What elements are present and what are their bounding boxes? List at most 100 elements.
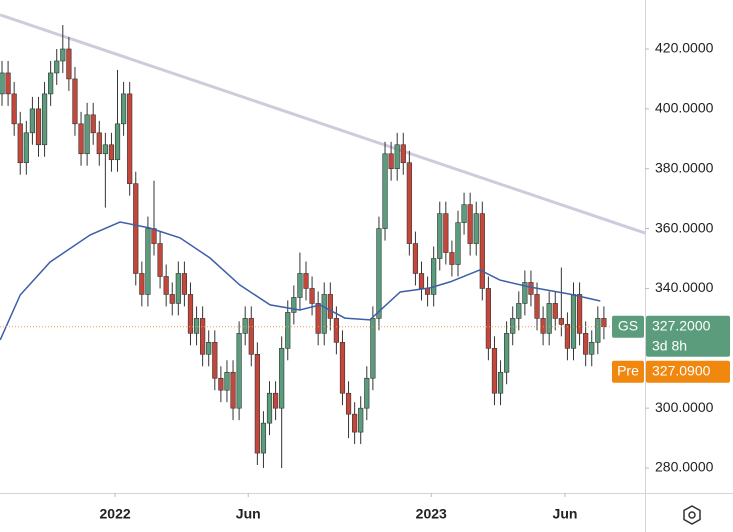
candle-body — [467, 204, 473, 244]
candle — [181, 261, 187, 307]
candle — [443, 201, 449, 265]
candle — [388, 141, 394, 181]
candle-body — [546, 303, 552, 334]
candle-body — [60, 48, 66, 62]
candle-body — [443, 213, 449, 253]
candle — [412, 231, 419, 286]
candle-body — [315, 303, 321, 334]
x-tick-label: Jun — [553, 506, 578, 522]
candle — [96, 120, 102, 166]
candle — [218, 366, 224, 403]
candle-body — [145, 228, 151, 295]
candle — [108, 132, 115, 172]
candle-body — [552, 303, 558, 319]
candle-body — [437, 213, 443, 259]
candle-body — [504, 333, 510, 373]
candle — [315, 291, 321, 346]
candle — [418, 261, 425, 301]
settings-button[interactable] — [683, 505, 701, 525]
candle — [266, 381, 273, 436]
candle — [41, 81, 48, 157]
candle — [576, 282, 583, 346]
pre-market-label: 327.0900 — [652, 362, 711, 378]
y-tick-label: 380.0000 — [655, 159, 714, 175]
candle — [345, 381, 352, 439]
candle — [321, 282, 327, 346]
candle — [564, 312, 571, 361]
candle-body — [248, 318, 254, 355]
candle-body — [139, 273, 145, 295]
candle — [72, 66, 78, 136]
candle — [133, 171, 139, 286]
candle — [583, 321, 589, 367]
candle-body — [72, 78, 78, 125]
pre-market-badge — [646, 360, 730, 383]
candle-body — [534, 294, 540, 319]
last-price-badge — [646, 315, 730, 357]
candle-body — [558, 318, 564, 325]
candle — [102, 132, 108, 208]
candle — [90, 102, 96, 145]
candle — [406, 150, 412, 256]
candle-body — [41, 93, 48, 146]
candle-body — [254, 353, 260, 454]
candle — [473, 201, 479, 256]
candle — [291, 285, 297, 325]
candle — [23, 120, 29, 175]
candle — [151, 180, 157, 256]
y-tick-label: 340.0000 — [655, 279, 714, 295]
candle — [297, 252, 303, 310]
candle — [510, 306, 516, 346]
candle — [303, 261, 309, 301]
candle — [358, 396, 364, 445]
candle — [382, 141, 388, 241]
candle — [254, 342, 260, 466]
candle — [260, 411, 267, 469]
candle-body — [376, 228, 382, 319]
candle — [242, 306, 248, 346]
candle-body — [540, 318, 546, 334]
candle — [601, 306, 607, 340]
candle-body — [327, 294, 333, 319]
candle — [437, 201, 443, 271]
candle — [540, 306, 546, 346]
candle-body — [151, 228, 157, 244]
candle-body — [133, 183, 139, 274]
settings-icon[interactable] — [683, 505, 701, 525]
x-tick-label: 2023 — [416, 506, 447, 522]
candle-body — [90, 114, 96, 134]
candle-body — [17, 123, 23, 164]
last-price-label: 327.2000 — [652, 317, 711, 333]
candle — [279, 336, 285, 469]
candle — [248, 306, 254, 367]
candle — [60, 25, 66, 73]
x-tick-label: Jun — [236, 506, 261, 522]
candle — [54, 48, 60, 85]
settings-icon-center[interactable] — [688, 511, 696, 519]
candle-body — [345, 392, 352, 415]
candle — [516, 291, 522, 331]
candle-body — [400, 144, 406, 164]
candle-body — [589, 342, 595, 355]
candle — [206, 330, 212, 367]
candle-body — [564, 324, 571, 349]
candle — [236, 321, 242, 421]
candle — [163, 264, 169, 307]
candle-body — [84, 114, 90, 155]
candle — [5, 60, 11, 106]
candle-body — [491, 348, 498, 394]
candle-body — [576, 294, 583, 334]
candle — [78, 111, 84, 166]
candle-body — [218, 377, 224, 391]
candle — [285, 300, 291, 361]
candle-body — [279, 348, 285, 409]
candle-body — [406, 162, 412, 244]
candle — [169, 282, 175, 316]
candle-body — [583, 333, 589, 355]
candle — [11, 81, 17, 136]
candle — [352, 402, 358, 445]
candle-body — [181, 273, 187, 295]
candle-body — [358, 407, 364, 433]
candle — [230, 360, 236, 421]
candle-body — [0, 72, 5, 95]
